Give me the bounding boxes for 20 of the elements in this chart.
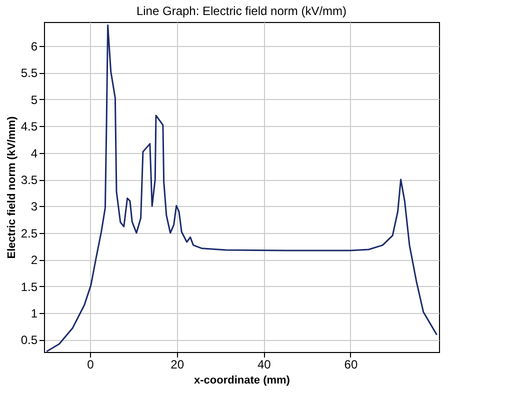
y-tick-label: 0.5 — [20, 333, 38, 348]
y-tick-label: 5 — [30, 92, 38, 107]
line-series — [46, 24, 438, 352]
y-tick-label: 6 — [30, 40, 38, 54]
x-tick-label: 60 — [344, 358, 358, 372]
x-tick-label: 20 — [170, 358, 184, 372]
y-tick-label: 5.5 — [20, 66, 38, 80]
y-tick-label: 2 — [30, 253, 38, 268]
x-tick-label: 0 — [87, 358, 94, 372]
y-tick-label: 4.5 — [20, 120, 38, 134]
x-axis-title: x-coordinate (mm) — [194, 374, 290, 386]
y-tick-label: 3 — [30, 200, 38, 214]
y-tick-label: 4 — [30, 146, 38, 160]
y-tick-label: 1.5 — [20, 280, 38, 294]
y-tick-label: 2.5 — [20, 226, 38, 240]
x-tick-label: 40 — [257, 358, 272, 372]
y-tick-label: 3.5 — [20, 173, 38, 188]
y-axis-title: Electric field norm (kV/mm) — [6, 116, 18, 259]
chart-title: Line Graph: Electric field norm (kV/mm) — [136, 4, 347, 18]
y-tick-label: 1 — [30, 306, 38, 321]
